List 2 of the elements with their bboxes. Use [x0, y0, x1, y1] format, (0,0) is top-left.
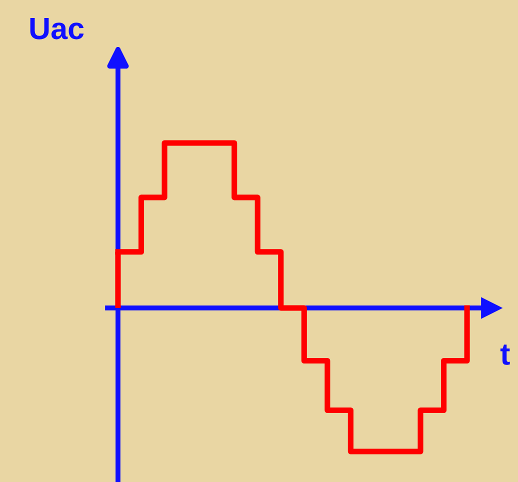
y-axis-title: Uac: [30, 18, 84, 40]
x-axis-title: t: [500, 344, 510, 365]
